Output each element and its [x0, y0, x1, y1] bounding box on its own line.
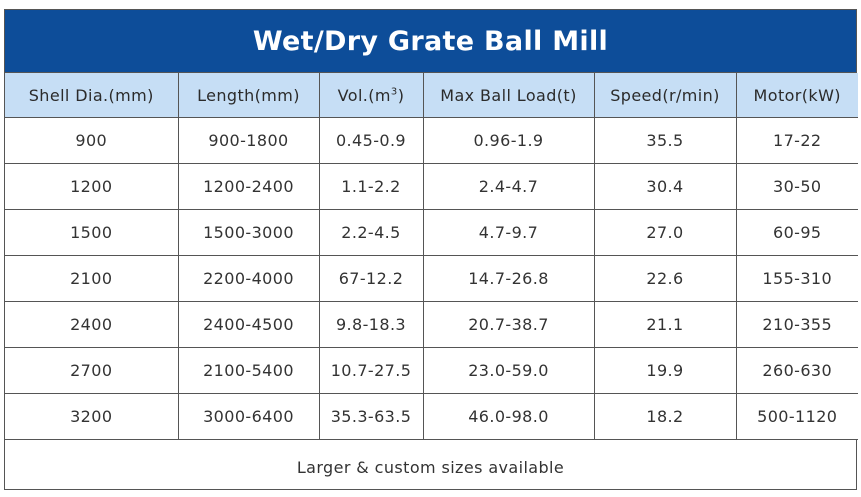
cell-max-ball-load: 20.7-38.7: [422, 301, 595, 348]
cell-volume: 2.2-4.5: [318, 209, 424, 256]
header-max-ball-load: Max Ball Load(t): [422, 73, 595, 118]
cell-motor: 155-310: [735, 255, 858, 302]
cell-length: 1200-2400: [177, 163, 320, 210]
cell-motor: 17-22: [735, 117, 858, 164]
table-row: 3200 3000-6400 35.3-63.5 46.0-98.0 18.2 …: [5, 393, 858, 440]
header-motor: Motor(kW): [735, 73, 858, 118]
cell-motor: 30-50: [735, 163, 858, 210]
cell-max-ball-load: 23.0-59.0: [422, 347, 595, 394]
cell-volume: 67-12.2: [318, 255, 424, 302]
cell-volume: 9.8-18.3: [318, 301, 424, 348]
cell-length: 900-1800: [177, 117, 320, 164]
cell-speed: 18.2: [593, 393, 737, 440]
spec-table: Shell Dia.(mm) Length(mm) Vol.(m3) Max B…: [5, 73, 858, 440]
table-row: 1500 1500-3000 2.2-4.5 4.7-9.7 27.0 60-9…: [5, 209, 858, 256]
cell-speed: 27.0: [593, 209, 737, 256]
cell-max-ball-load: 14.7-26.8: [422, 255, 595, 302]
cell-length: 1500-3000: [177, 209, 320, 256]
table-row: 1200 1200-2400 1.1-2.2 2.4-4.7 30.4 30-5…: [5, 163, 858, 210]
cell-motor: 60-95: [735, 209, 858, 256]
spec-table-card: Wet/Dry Grate Ball Mill Shell Dia.(mm) L…: [4, 9, 858, 490]
footer-note: Larger & custom sizes available: [296, 458, 565, 477]
cell-shell-dia: 2700: [5, 347, 179, 394]
table-row: 2400 2400-4500 9.8-18.3 20.7-38.7 21.1 2…: [5, 301, 858, 348]
cell-motor: 500-1120: [735, 393, 858, 440]
cell-speed: 19.9: [593, 347, 737, 394]
cell-speed: 30.4: [593, 163, 737, 210]
cell-length: 2400-4500: [177, 301, 320, 348]
cell-motor: 210-355: [735, 301, 858, 348]
table-row: 2700 2100-5400 10.7-27.5 23.0-59.0 19.9 …: [5, 347, 858, 394]
header-volume-superscript: 3: [390, 86, 398, 98]
cell-motor: 260-630: [735, 347, 858, 394]
cell-volume: 35.3-63.5: [318, 393, 424, 440]
cell-volume: 1.1-2.2: [318, 163, 424, 210]
cell-shell-dia: 2400: [5, 301, 179, 348]
cell-max-ball-load: 0.96-1.9: [422, 117, 595, 164]
cell-volume: 0.45-0.9: [318, 117, 424, 164]
header-row: Shell Dia.(mm) Length(mm) Vol.(m3) Max B…: [5, 73, 858, 118]
cell-shell-dia: 1500: [5, 209, 179, 256]
cell-shell-dia: 2100: [5, 255, 179, 302]
header-volume-prefix: Vol.(m: [337, 85, 391, 105]
cell-max-ball-load: 4.7-9.7: [422, 209, 595, 256]
cell-length: 2100-5400: [177, 347, 320, 394]
cell-speed: 21.1: [593, 301, 737, 348]
header-length: Length(mm): [177, 73, 320, 118]
table-title: Wet/Dry Grate Ball Mill: [5, 10, 856, 73]
header-speed: Speed(r/min): [593, 73, 737, 118]
table-row: 2100 2200-4000 67-12.2 14.7-26.8 22.6 15…: [5, 255, 858, 302]
cell-length: 3000-6400: [177, 393, 320, 440]
cell-max-ball-load: 46.0-98.0: [422, 393, 595, 440]
cell-speed: 35.5: [593, 117, 737, 164]
header-shell-dia: Shell Dia.(mm): [5, 73, 179, 118]
header-volume: Vol.(m3): [318, 73, 424, 118]
cell-max-ball-load: 2.4-4.7: [422, 163, 595, 210]
cell-volume: 10.7-27.5: [318, 347, 424, 394]
cell-length: 2200-4000: [177, 255, 320, 302]
cell-shell-dia: 3200: [5, 393, 179, 440]
header-volume-suffix: ): [397, 85, 405, 105]
table-row: 900 900-1800 0.45-0.9 0.96-1.9 35.5 17-2…: [5, 117, 858, 164]
cell-shell-dia: 900: [5, 117, 179, 164]
cell-speed: 22.6: [593, 255, 737, 302]
cell-shell-dia: 1200: [5, 163, 179, 210]
